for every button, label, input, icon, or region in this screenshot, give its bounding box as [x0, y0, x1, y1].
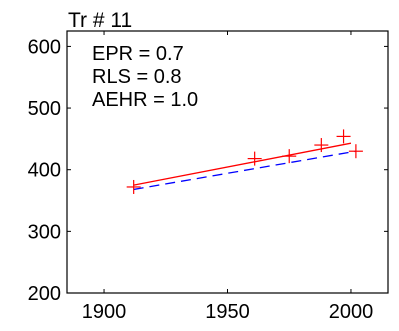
- x-tick-label: 1900: [82, 301, 127, 323]
- aehr-annotation: AEHR = 1.0: [92, 89, 198, 111]
- rls-annotation: RLS = 0.8: [92, 66, 182, 88]
- fit-lines: [133, 142, 357, 191]
- epr-annotation: EPR = 0.7: [92, 43, 184, 65]
- y-tick-label: 500: [28, 98, 61, 120]
- x-axis: 1900 1950 2000: [82, 31, 373, 323]
- data-point: [282, 149, 297, 164]
- chart-title: Tr # 11: [68, 9, 132, 32]
- y-tick-label: 300: [28, 221, 61, 243]
- data-points: [126, 129, 363, 194]
- trend-line-solid: [133, 142, 352, 186]
- data-point: [336, 129, 351, 144]
- data-point: [348, 144, 363, 159]
- trend-line-dashed: [133, 150, 357, 191]
- y-tick-label: 200: [28, 283, 61, 305]
- data-point: [314, 138, 329, 153]
- y-tick-label: 600: [28, 36, 61, 58]
- data-point: [247, 151, 262, 166]
- y-tick-label: 400: [28, 160, 61, 182]
- data-point: [126, 179, 141, 194]
- y-axis: 200 300 400 500 600: [28, 36, 388, 305]
- x-tick-label: 1950: [205, 301, 250, 323]
- annotation-group: EPR = 0.7 RLS = 0.8 AEHR = 1.0: [92, 43, 198, 111]
- x-tick-label: 2000: [329, 301, 374, 323]
